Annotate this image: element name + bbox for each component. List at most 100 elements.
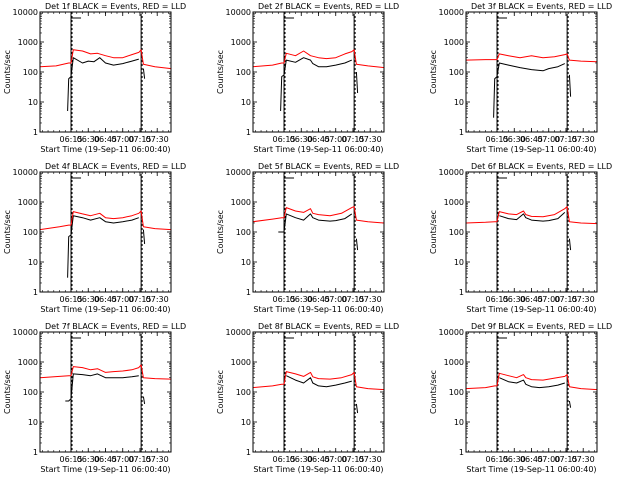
- y-tick-label: 100: [449, 68, 464, 77]
- x-tick-label: 07:15: [128, 455, 151, 464]
- panel-title: Det 6f BLACK = Events, RED = LLD: [471, 162, 612, 171]
- panel-title: Det 9f BLACK = Events, RED = LLD: [471, 322, 612, 331]
- x-tick-label: 06:30: [503, 135, 526, 144]
- x-axis-label: Start Time (19-Sep-11 06:00:40): [253, 305, 383, 314]
- series-line-events: [280, 57, 359, 112]
- x-tick-label: 07:15: [128, 135, 151, 144]
- x-tick-label: 07:00: [111, 455, 134, 464]
- series-line-events: [65, 373, 146, 404]
- y-tick-label: 10000: [226, 328, 251, 337]
- y-tick-label: 1000: [231, 198, 251, 207]
- series-line-events: [286, 375, 359, 414]
- y-tick-label: 100: [236, 68, 251, 77]
- y-tick-label: 10000: [13, 328, 38, 337]
- panel-det-9f: Det 9f BLACK = Events, RED = LLD 1 10 100 10…: [429, 322, 612, 474]
- panel-title: Det 3f BLACK = Events, RED = LLD: [471, 2, 612, 11]
- panel-det-5f: Det 5f BLACK = Events, RED = LLD 1 10 100 10…: [216, 162, 399, 314]
- x-tick-label: 06:45: [520, 455, 543, 464]
- y-tick-label: 100: [23, 388, 38, 397]
- y-tick-label: 1000: [231, 358, 251, 367]
- panel-title: Det 4f BLACK = Events, RED = LLD: [45, 162, 186, 171]
- x-tick-label: 06:30: [290, 455, 313, 464]
- x-tick-label: 07:15: [554, 135, 577, 144]
- y-tick-label: 10: [241, 258, 251, 267]
- series-line-events: [499, 377, 572, 408]
- y-tick-label: 100: [23, 68, 38, 77]
- x-tick-label: 06:45: [307, 455, 330, 464]
- y-tick-label: 10: [454, 258, 464, 267]
- x-tick-label: 06:15: [485, 295, 508, 304]
- x-tick-label: 07:30: [146, 135, 169, 144]
- x-axis-label: Start Time (19-Sep-11 06:00:40): [40, 145, 170, 154]
- series-line-lld: [252, 206, 385, 224]
- y-tick-label: 10: [241, 98, 251, 107]
- series-line-events: [499, 212, 572, 251]
- y-tick-label: 10000: [226, 8, 251, 17]
- x-tick-label: 07:30: [572, 295, 595, 304]
- y-tick-label: 10000: [13, 168, 38, 177]
- x-tick-label: 07:00: [537, 135, 560, 144]
- y-tick-label: 10: [454, 98, 464, 107]
- series-line-lld: [465, 372, 598, 391]
- x-axis-label: Start Time (19-Sep-11 06:00:40): [253, 145, 383, 154]
- y-tick-label: 1: [459, 128, 464, 137]
- y-tick-label: 1: [459, 448, 464, 457]
- x-tick-label: 07:30: [359, 455, 382, 464]
- y-axis-label: Counts/sec: [216, 50, 225, 94]
- series-line-events: [67, 57, 146, 112]
- x-tick-label: 06:30: [290, 295, 313, 304]
- x-tick-label: 07:15: [341, 455, 364, 464]
- series-line-lld: [39, 364, 172, 380]
- x-tick-label: 07:15: [554, 455, 577, 464]
- panel-title: Det 5f BLACK = Events, RED = LLD: [258, 162, 399, 171]
- panel-title: Det 1f BLACK = Events, RED = LLD: [45, 2, 186, 11]
- panel-det-3f: Det 3f BLACK = Events, RED = LLD 1 10 100 10…: [429, 2, 612, 154]
- x-axis-label: Start Time (19-Sep-11 06:00:40): [466, 145, 596, 154]
- panel-det-6f: Det 6f BLACK = Events, RED = LLD 1 10 100 10…: [429, 162, 612, 314]
- x-tick-label: 07:15: [128, 295, 151, 304]
- x-tick-label: 06:45: [94, 135, 117, 144]
- series-line-lld: [39, 210, 172, 231]
- axes-frame: [39, 11, 172, 133]
- y-tick-label: 1: [33, 288, 38, 297]
- y-tick-label: 1000: [444, 38, 464, 47]
- y-tick-label: 10000: [226, 168, 251, 177]
- y-tick-label: 1000: [444, 198, 464, 207]
- y-axis-label: Counts/sec: [3, 50, 12, 94]
- y-axis-label: Counts/sec: [429, 210, 438, 254]
- y-tick-label: 100: [23, 228, 38, 237]
- x-tick-label: 06:45: [94, 295, 117, 304]
- x-tick-label: 07:30: [146, 295, 169, 304]
- y-tick-label: 100: [449, 388, 464, 397]
- y-tick-label: 1000: [444, 358, 464, 367]
- y-tick-label: 10000: [439, 328, 464, 337]
- x-tick-label: 07:15: [341, 295, 364, 304]
- y-tick-label: 10000: [13, 8, 38, 17]
- axes-frame: [39, 171, 172, 293]
- y-tick-label: 100: [236, 228, 251, 237]
- x-tick-label: 07:30: [359, 295, 382, 304]
- y-axis-label: Counts/sec: [3, 210, 12, 254]
- panel-det-2f: Det 2f BLACK = Events, RED = LLD 1 10 100 10…: [216, 2, 399, 154]
- x-tick-label: 07:30: [146, 455, 169, 464]
- y-tick-label: 100: [449, 228, 464, 237]
- panel-det-4f: Det 4f BLACK = Events, RED = LLD 1 10 100 10…: [3, 162, 186, 314]
- y-axis-label: Counts/sec: [216, 210, 225, 254]
- y-axis-label: Counts/sec: [429, 50, 438, 94]
- x-tick-label: 06:30: [77, 135, 100, 144]
- y-tick-label: 1000: [18, 358, 38, 367]
- x-tick-label: 06:15: [485, 455, 508, 464]
- x-tick-label: 06:30: [503, 455, 526, 464]
- y-tick-label: 1: [246, 448, 251, 457]
- y-tick-label: 10: [28, 258, 38, 267]
- x-tick-label: 06:15: [272, 135, 295, 144]
- x-tick-label: 06:45: [307, 295, 330, 304]
- y-tick-label: 100: [236, 388, 251, 397]
- series-line-lld: [252, 49, 385, 69]
- x-tick-label: 07:00: [324, 455, 347, 464]
- y-tick-label: 10: [28, 98, 38, 107]
- axes-frame: [39, 331, 172, 453]
- series-line-events: [493, 62, 572, 118]
- x-axis-label: Start Time (19-Sep-11 06:00:40): [40, 465, 170, 474]
- x-axis-label: Start Time (19-Sep-11 06:00:40): [466, 465, 596, 474]
